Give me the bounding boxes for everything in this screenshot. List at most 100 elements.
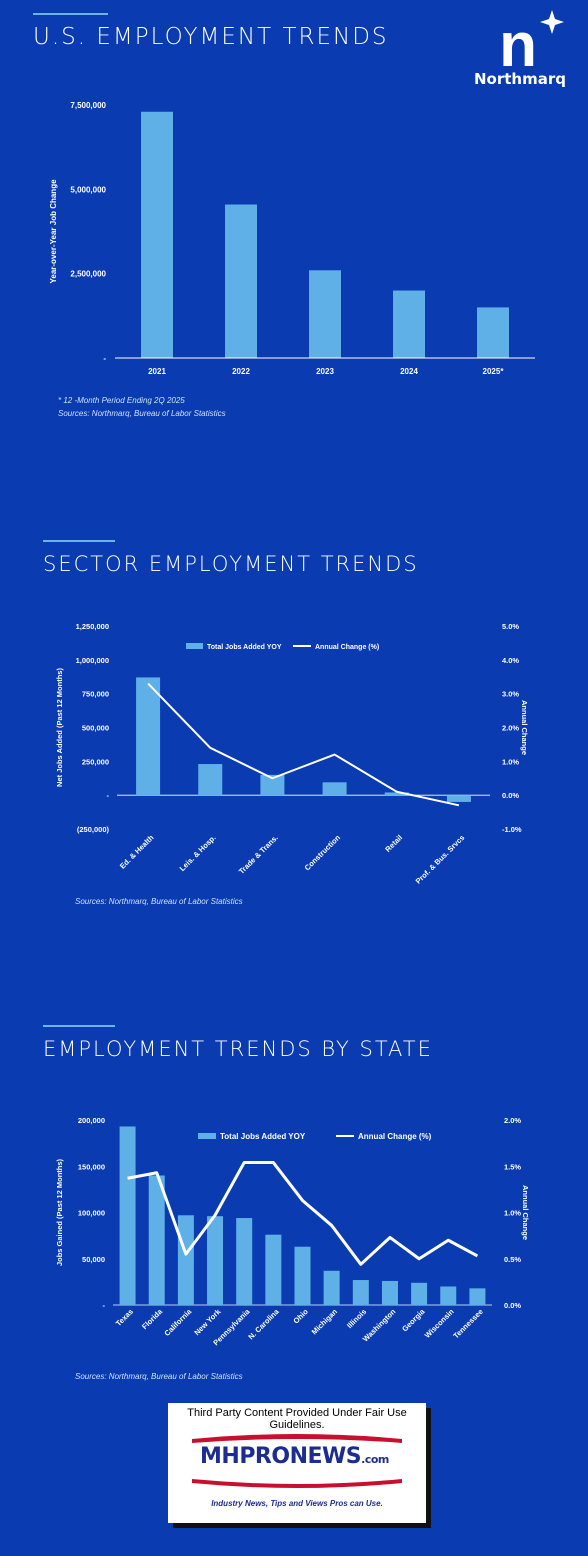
y2-tick-label: 5.0%	[502, 622, 519, 631]
legend-swatch-bar	[186, 643, 203, 649]
y-tick-label: 150,000	[78, 1162, 105, 1171]
bar	[265, 1234, 282, 1305]
y2-tick-label: 3.0%	[502, 690, 519, 699]
bar	[225, 204, 257, 358]
x-tick-label: Michigan	[310, 1307, 340, 1337]
bar	[440, 1286, 457, 1305]
y2-tick-label: 0.0%	[502, 791, 519, 800]
bar	[323, 1270, 340, 1305]
x-tick-label: California	[162, 1306, 193, 1337]
y-tick-label: -	[103, 354, 106, 363]
y-tick-label: 100,000	[78, 1209, 105, 1218]
bar	[236, 1218, 253, 1305]
section-rule-us	[33, 13, 108, 15]
x-tick-label: Ohio	[291, 1307, 310, 1326]
y2-tick-label: 2.0%	[504, 1116, 521, 1125]
svg-text:n: n	[499, 11, 537, 72]
northmarq-wordmark: Northmarq	[474, 70, 566, 88]
page-title: U.S. EMPLOYMENT TRENDS	[33, 24, 389, 50]
x-tick-label: Florida	[140, 1306, 165, 1331]
sources-note-us: Sources: Northmarq, Bureau of Labor Stat…	[58, 409, 226, 418]
x-tick-label: Tennessee	[451, 1307, 484, 1340]
y-axis-title: Net Jobs Added (Past 12 Months)	[55, 668, 64, 787]
sector-employment-chart: (250,000) - 250,000 500,000 750,000 1,000,000…	[55, 622, 529, 886]
x-tick-label: Texas	[114, 1307, 135, 1328]
legend-label-line: Annual Change (%)	[315, 644, 379, 651]
mhpronews-wordmark: MHPRONEWS.com	[200, 1444, 389, 1469]
bar	[393, 290, 425, 358]
sources-note-sector: Sources: Northmarq, Bureau of Labor Stat…	[75, 897, 243, 906]
bar	[260, 774, 285, 796]
x-tick-label: Leis. & Hosp.	[178, 833, 218, 873]
us-employment-chart: - 2,500,000 5,000,000 7,500,000 2021 2022 2023…	[49, 101, 535, 376]
bar	[177, 1215, 194, 1305]
bar	[207, 1216, 224, 1305]
y-axis-title: Year-over-Year Job Change	[49, 179, 58, 284]
x-tick-label: 2023	[316, 367, 334, 376]
credit-caption: Third Party Content Provided Under Fair …	[187, 1407, 407, 1431]
y2-tick-label: 0.0%	[504, 1301, 521, 1310]
northmarq-logo: n Northmarq	[470, 8, 570, 88]
legend-label-bar: Total Jobs Added YOY	[220, 1132, 306, 1141]
y2-tick-label: 1.0%	[504, 1209, 521, 1218]
y2-tick-label: 1.0%	[502, 757, 519, 766]
y-tick-label: 7,500,000	[70, 101, 106, 110]
x-tick-label: 2021	[148, 367, 166, 376]
y-tick-label: 250,000	[82, 757, 109, 766]
bar	[141, 111, 173, 358]
x-tick-label: 2025*	[483, 367, 505, 376]
y-tick-label: 200,000	[78, 1116, 105, 1125]
series-line	[127, 1161, 479, 1266]
x-tick-label: Ed. & Health	[118, 833, 156, 871]
y-tick-label: -	[107, 791, 110, 800]
sources-note-state: Sources: Northmarq, Bureau of Labor Stat…	[75, 1372, 243, 1381]
news-text: NEWS	[289, 1444, 362, 1469]
section-title-state: EMPLOYMENT TRENDS BY STATE	[43, 1037, 433, 1061]
y-tick-label: 1,250,000	[76, 622, 109, 631]
bar	[119, 1126, 136, 1305]
bar	[411, 1282, 428, 1305]
state-employment-chart: - 50,000 100,000 150,000 200,000 0.0% 0.5% 1.0%…	[55, 1116, 530, 1347]
bar	[322, 782, 347, 796]
section-rule-state	[43, 1025, 115, 1027]
section-rule-sector	[43, 540, 115, 542]
pro-text: PRO	[239, 1444, 290, 1469]
x-tick-label: Georgia	[400, 1306, 427, 1333]
bar	[198, 764, 223, 796]
x-tick-label: 2022	[232, 367, 250, 376]
x-tick-label: Illinois	[345, 1307, 368, 1330]
footnote: * 12 -Month Period Ending 2Q 2025	[58, 396, 185, 405]
y2-tick-label: 1.5%	[504, 1162, 521, 1171]
y2-axis-title: Annual Change	[521, 1185, 530, 1240]
y2-tick-label: 2.0%	[502, 724, 519, 733]
legend-label-bar: Total Jobs Added YOY	[207, 644, 282, 651]
fair-use-credit: Third Party Content Provided Under Fair …	[168, 1403, 426, 1523]
mhpronews-logo: MHPRONEWS.com	[190, 1431, 404, 1491]
y2-tick-label: -1.0%	[502, 825, 522, 834]
legend-swatch-bar	[198, 1133, 216, 1139]
y2-tick-label: 0.5%	[504, 1255, 521, 1264]
series-line	[147, 682, 460, 807]
mh-text: MH	[200, 1444, 240, 1469]
northmarq-mark-icon: n	[499, 10, 564, 80]
x-tick-label: 2024	[400, 367, 418, 376]
x-tick-label: Retail	[383, 833, 404, 854]
bar	[136, 677, 161, 796]
y-tick-label: -	[103, 1301, 106, 1310]
y-axis-title: Jobs Gained (Past 12 Months)	[55, 1158, 64, 1266]
dotcom-text: .com	[361, 1453, 389, 1466]
mhpronews-tagline: Industry News, Tips and Views Pros can U…	[211, 1499, 383, 1508]
y-tick-label: 50,000	[82, 1255, 105, 1264]
y-tick-label: 750,000	[82, 690, 109, 699]
y-tick-label: 500,000	[82, 724, 109, 733]
x-tick-label: Trade & Trans.	[237, 833, 280, 876]
y-tick-label: 2,500,000	[70, 270, 106, 279]
bar	[469, 1288, 486, 1305]
bar	[477, 307, 509, 358]
y2-axis-title: Annual Change	[520, 700, 529, 755]
legend-label-line: Annual Change (%)	[358, 1132, 432, 1141]
bar	[148, 1175, 165, 1305]
x-tick-label: N. Carolina	[246, 1306, 281, 1341]
x-tick-label: Prof. & Bus. Srvcs	[414, 833, 467, 886]
section-title-sector: SECTOR EMPLOYMENT TRENDS	[43, 552, 419, 576]
